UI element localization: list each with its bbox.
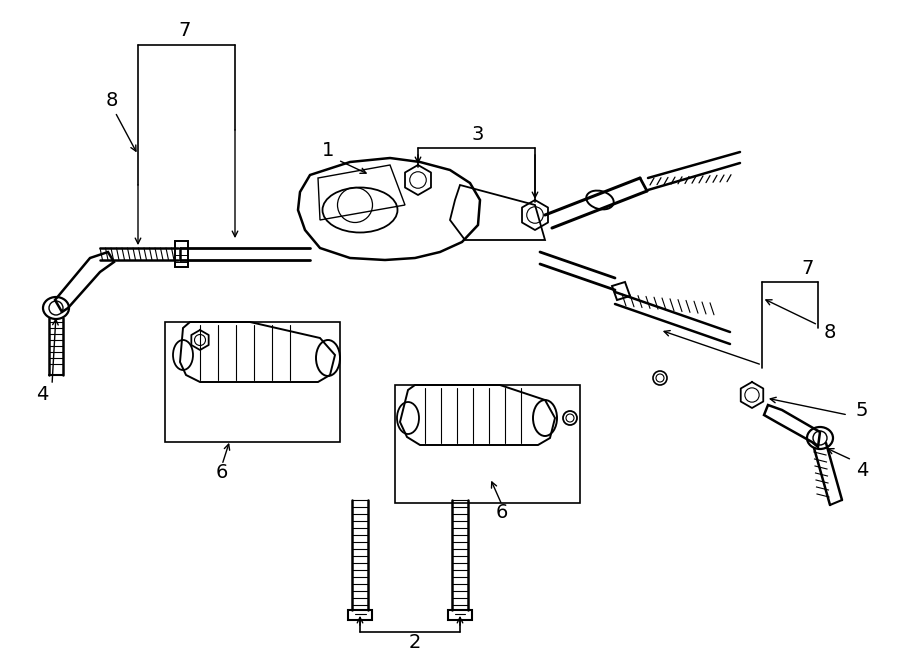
Text: 7: 7 — [179, 20, 191, 40]
Text: 8: 8 — [824, 323, 836, 342]
Bar — [395, 385, 580, 503]
Text: 7: 7 — [802, 258, 814, 278]
Text: 5: 5 — [856, 401, 868, 420]
Text: 1: 1 — [322, 141, 334, 159]
Text: 8: 8 — [106, 91, 118, 110]
Text: 6: 6 — [496, 502, 508, 522]
Bar — [165, 322, 340, 442]
Text: 4: 4 — [36, 385, 49, 405]
Text: 2: 2 — [409, 633, 421, 652]
Text: 3: 3 — [472, 126, 484, 145]
Text: 6: 6 — [216, 463, 229, 481]
Text: 4: 4 — [856, 461, 868, 479]
